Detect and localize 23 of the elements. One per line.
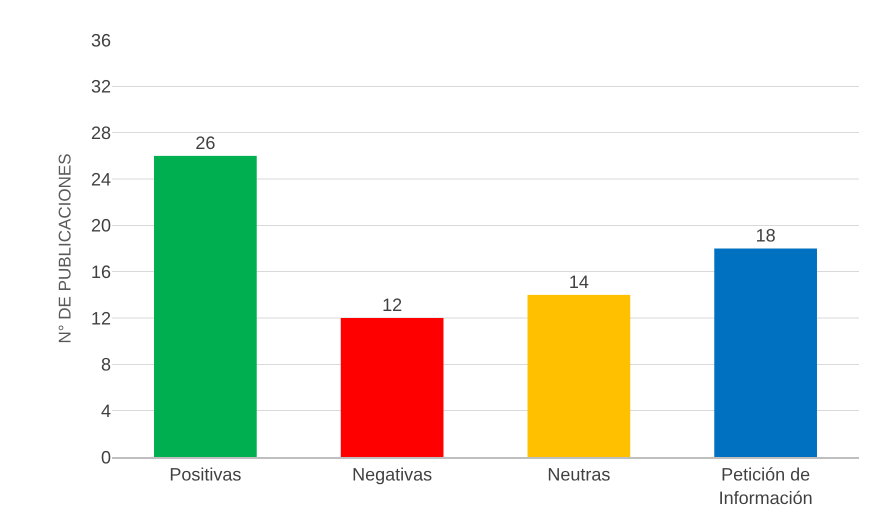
y-tick-label: 24 [90,169,111,190]
y-tick-label: 36 [90,30,111,50]
y-tick-label: 28 [90,122,111,143]
y-axis-title: N° DE PUBLICACIONES [56,153,75,344]
y-tick-label: 16 [90,262,111,282]
data-label: 26 [195,132,216,153]
bar [528,294,630,457]
x-tick-label: Positivas [169,464,242,484]
data-label: 14 [568,272,589,292]
bar [154,156,257,457]
data-label: 18 [756,226,776,246]
y-tick-label: 32 [90,76,111,97]
y-tick-label: 8 [100,354,111,375]
bar [714,248,817,457]
y-tick-label: 0 [100,447,111,468]
x-tick-label: Petición de Información [718,464,813,508]
data-label: 12 [382,295,402,315]
x-tick-label: Neutras [547,464,610,484]
y-tick-label: 20 [90,216,111,236]
x-tick-label: Negativas [352,464,432,484]
bar [340,318,444,457]
y-tick-label: 12 [90,308,111,328]
y-tick-label: 4 [100,400,111,421]
